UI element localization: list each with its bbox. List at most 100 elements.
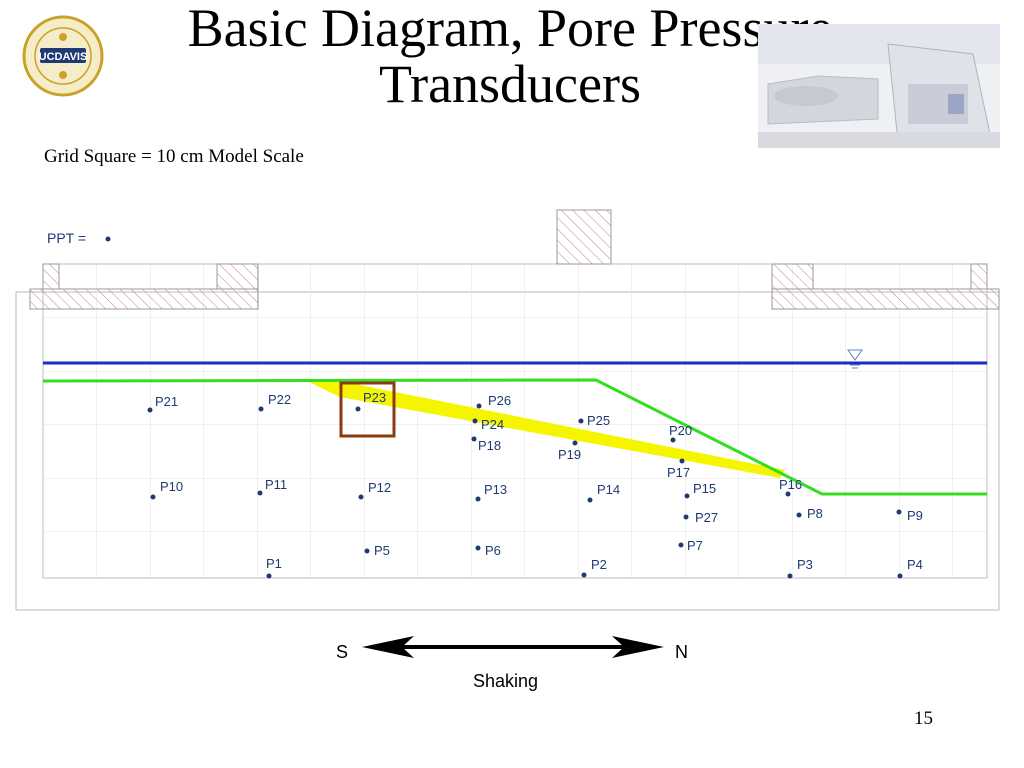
sensor-dot (257, 490, 263, 496)
sensor-p10: P10 (150, 479, 183, 500)
sensor-label: P11 (265, 477, 287, 492)
sensor-label: P14 (597, 482, 620, 497)
sensor-dot (684, 493, 690, 499)
water-level-symbol (847, 349, 863, 369)
sensor-dot (572, 440, 578, 446)
sensor-p21: P21 (147, 394, 178, 413)
sensor-p2: P2 (581, 557, 607, 578)
ppt-legend-dot (105, 236, 111, 242)
sensor-label: P24 (481, 417, 504, 432)
sensor-label: P22 (268, 392, 291, 407)
sensor-label: P5 (374, 543, 390, 558)
sensor-label: P1 (266, 556, 282, 571)
sensor-p4: P4 (897, 557, 923, 579)
sensor-label: P13 (484, 482, 507, 497)
sensor-p22: P22 (258, 392, 291, 412)
sensor-p13: P13 (475, 482, 507, 502)
sensor-dot (679, 458, 685, 464)
sensor-label: P4 (907, 557, 923, 572)
sensor-label: P15 (693, 481, 716, 496)
highlight-box (339, 381, 396, 438)
sensor-label: P20 (669, 423, 692, 438)
centrifuge-photo (758, 24, 1000, 148)
sensor-label: P23 (363, 390, 386, 405)
sensor-p23: P23 (355, 390, 386, 412)
sensor-label: P25 (587, 413, 610, 428)
sensor-label: P9 (907, 508, 923, 523)
sensor-label: P10 (160, 479, 183, 494)
sensor-dot (364, 548, 370, 554)
sensor-label: P8 (807, 506, 823, 521)
sensor-p14: P14 (587, 482, 620, 503)
sensor-dot (355, 406, 361, 412)
sensor-p3: P3 (787, 557, 813, 579)
sensor-p27: P27 (683, 510, 718, 525)
sensor-label: P2 (591, 557, 607, 572)
uc-davis-logo: UCDAVIS (22, 15, 104, 97)
sensor-p7: P7 (678, 538, 703, 553)
grid-scale-note: Grid Square = 10 cm Model Scale (44, 146, 304, 167)
title-line-2: Transducers (379, 54, 641, 114)
ppt-legend-label: PPT = (47, 230, 86, 246)
north-label: N (675, 642, 688, 662)
ground-surface-line (42, 378, 987, 496)
sensor-p11: P11 (257, 477, 287, 496)
sensor-dot (150, 494, 156, 500)
sensor-dot (578, 418, 584, 424)
sensor-p12: P12 (358, 480, 391, 500)
sensor-dot (785, 491, 791, 497)
sensor-layer: P21 P22 P23 P26 P24 P18 P25 P19 P20 P17 P16 P10 P11 P… (147, 390, 923, 579)
south-label: S (336, 642, 348, 662)
sensor-p19: P19 (558, 440, 581, 462)
sensor-p9: P9 (896, 508, 923, 523)
sensor-label: P3 (797, 557, 813, 572)
page-number: 15 (914, 708, 933, 729)
shaking-arrow (362, 636, 664, 658)
sensor-p16: P16 (779, 477, 802, 497)
sensor-label: P26 (488, 393, 511, 408)
sensor-label: P19 (558, 447, 581, 462)
sensor-p26: P26 (476, 393, 511, 409)
sensor-dot (670, 437, 676, 443)
sensor-label: P7 (687, 538, 703, 553)
sensor-dot (147, 407, 153, 413)
sensor-label: P12 (368, 480, 391, 495)
sensor-p8: P8 (796, 506, 823, 521)
sensor-p15: P15 (684, 481, 716, 499)
failure-band (305, 380, 785, 478)
sensor-p1: P1 (266, 556, 282, 579)
sensor-dot (358, 494, 364, 500)
sensor-dot (587, 497, 593, 503)
sensor-label: P17 (667, 465, 690, 480)
sensor-dot (472, 418, 478, 424)
sensor-p25: P25 (578, 413, 610, 428)
sensor-p5: P5 (364, 543, 390, 558)
logo-text: UCDAVIS (39, 51, 88, 63)
sensor-p17: P17 (667, 458, 690, 480)
sensor-label: P27 (695, 510, 718, 525)
sensor-label: P6 (485, 543, 501, 558)
sensor-dot (787, 573, 793, 579)
lid-right (771, 263, 1000, 310)
sensor-dot (475, 545, 481, 551)
sensor-dot (258, 406, 264, 412)
sensor-p24: P24 (472, 417, 504, 432)
sensor-dot (678, 542, 684, 548)
sensor-dot (266, 573, 272, 579)
loading-block (556, 209, 612, 265)
sensor-label: P18 (478, 438, 501, 453)
sensor-dot (581, 572, 587, 578)
sensor-dot (475, 496, 481, 502)
shaking-caption: Shaking (473, 671, 538, 691)
sensor-dot (896, 509, 902, 515)
sensor-dot (683, 514, 689, 520)
sensor-dot (476, 403, 482, 409)
sensor-label: P16 (779, 477, 802, 492)
sensor-p20: P20 (669, 423, 692, 443)
sensor-label: P21 (155, 394, 178, 409)
page-title: Basic Diagram, Pore Pressure Transducers (110, 0, 910, 112)
sensor-dot (471, 436, 477, 442)
sensor-p6: P6 (475, 543, 501, 558)
sensor-p18: P18 (471, 436, 501, 453)
